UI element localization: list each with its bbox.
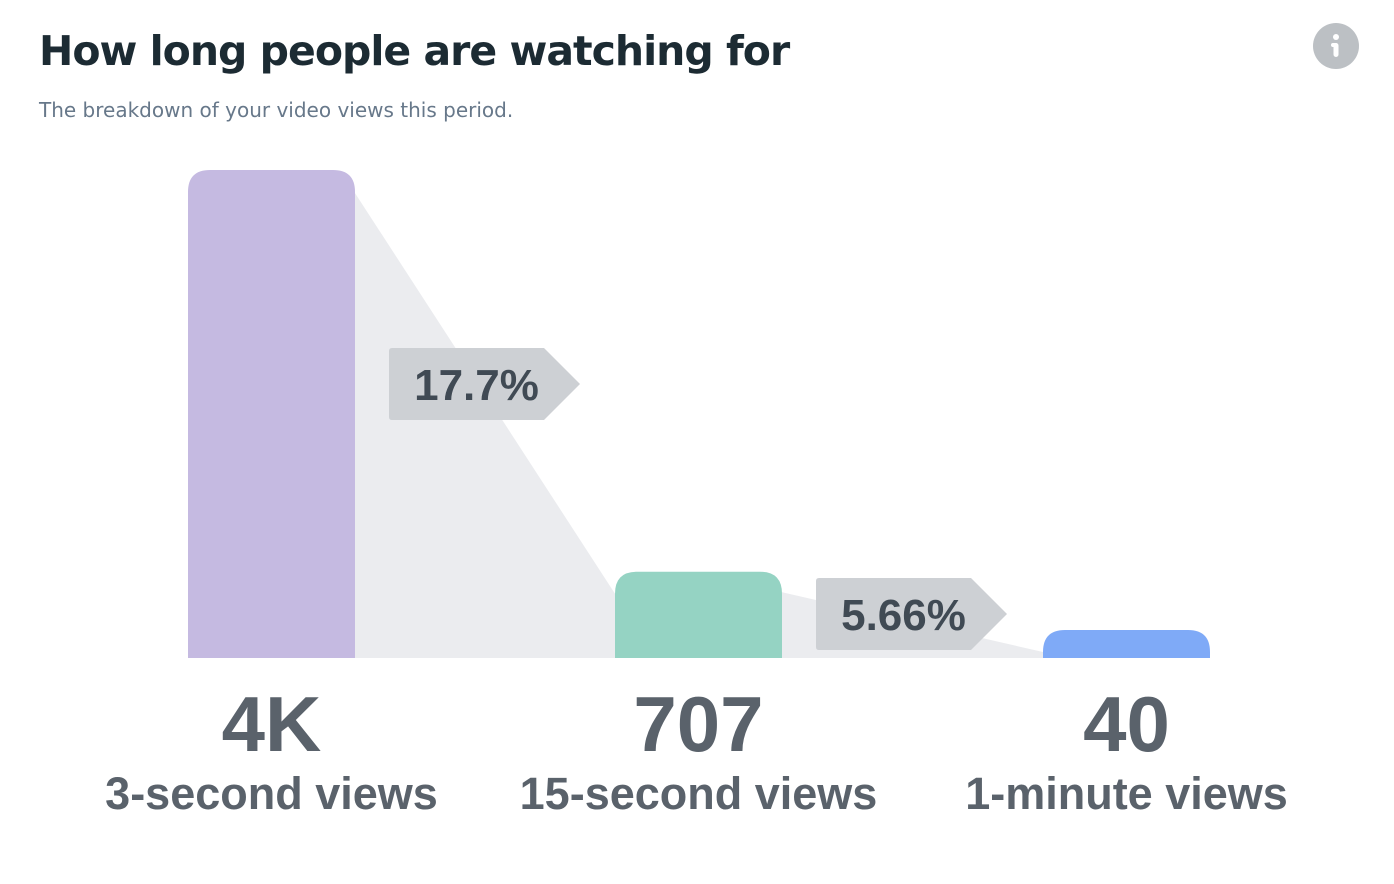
badge-layer: 17.7% 5.66% (389, 348, 1007, 650)
funnel-connector (353, 190, 615, 658)
drop-rate-badge (389, 348, 580, 420)
drop-rate-label: 17.7% (414, 361, 539, 410)
value-label: 4K (222, 680, 322, 768)
category-label: 15-second views (520, 768, 878, 819)
category-label: 1-minute views (965, 768, 1288, 819)
drop-rate-badge (816, 578, 1007, 650)
chart-title: How long people are watching for (39, 27, 790, 75)
bar-2 (615, 571, 782, 658)
value-label: 707 (633, 680, 763, 768)
bar-layer (188, 170, 1210, 658)
value-label: 40 (1083, 680, 1170, 768)
bar-1 (188, 170, 355, 658)
drop-rate-label: 5.66% (841, 591, 966, 640)
chart-subtitle: The breakdown of your video views this p… (39, 98, 514, 122)
info-icon (1331, 34, 1339, 57)
bar-3 (1043, 630, 1210, 658)
info-button[interactable] (1313, 23, 1359, 69)
category-label: 3-second views (105, 768, 438, 819)
